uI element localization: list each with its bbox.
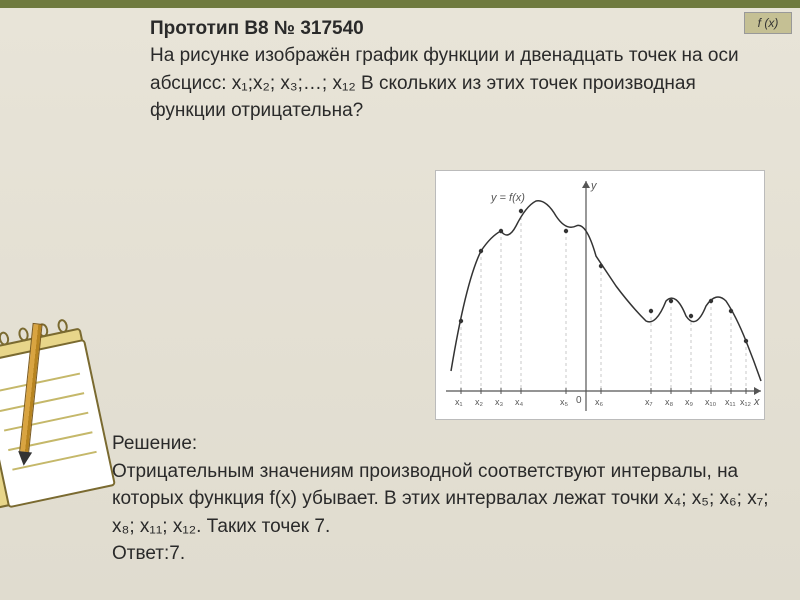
svg-text:y = f(x): y = f(x) bbox=[490, 192, 525, 204]
problem-block: Прототип B8 № 317540 На рисунке изображё… bbox=[150, 18, 770, 125]
svg-text:x₉: x₉ bbox=[685, 397, 694, 407]
svg-text:x₁₁: x₁₁ bbox=[725, 397, 736, 407]
svg-text:x: x bbox=[753, 396, 760, 408]
svg-text:x₈: x₈ bbox=[665, 397, 674, 407]
prototype-title: Прототип B8 № 317540 bbox=[150, 18, 770, 40]
svg-text:x₁: x₁ bbox=[455, 397, 463, 407]
solution-label: Решение: bbox=[112, 430, 770, 458]
svg-text:x₄: x₄ bbox=[515, 397, 524, 407]
solution-block: Решение: Отрицательным значениям произво… bbox=[112, 430, 770, 568]
svg-text:x₂: x₂ bbox=[475, 397, 484, 407]
svg-text:0: 0 bbox=[576, 395, 582, 406]
solution-text: Отрицательным значениям производной соот… bbox=[112, 458, 770, 541]
svg-text:x₁₂: x₁₂ bbox=[740, 397, 752, 407]
svg-text:x₇: x₇ bbox=[645, 397, 653, 407]
top-border bbox=[0, 0, 800, 8]
answer-text: Ответ:7. bbox=[112, 540, 770, 568]
problem-text: На рисунке изображён график функции и дв… bbox=[150, 42, 770, 125]
svg-text:x₅: x₅ bbox=[560, 397, 569, 407]
svg-text:x₆: x₆ bbox=[595, 397, 604, 407]
notepad-illustration bbox=[0, 317, 144, 544]
function-chart: y x 0 y = f(x) x₁ x₂ x₃ x₄ x₅ x₆ x₇ x₈ x₉ x₁₀ x₁₁ x₁₂ bbox=[435, 170, 765, 420]
svg-text:y: y bbox=[590, 180, 598, 192]
svg-text:x₁₀: x₁₀ bbox=[705, 397, 717, 407]
svg-text:x₃: x₃ bbox=[495, 397, 504, 407]
